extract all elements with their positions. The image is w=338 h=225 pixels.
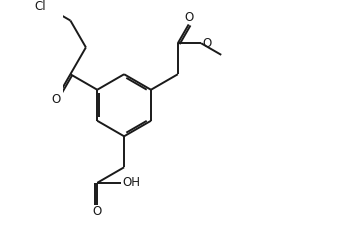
Text: Cl: Cl [34,0,46,13]
Text: O: O [93,205,102,218]
Text: O: O [203,37,212,50]
Text: OH: OH [122,176,140,189]
Text: O: O [51,93,61,106]
Text: O: O [184,11,193,24]
